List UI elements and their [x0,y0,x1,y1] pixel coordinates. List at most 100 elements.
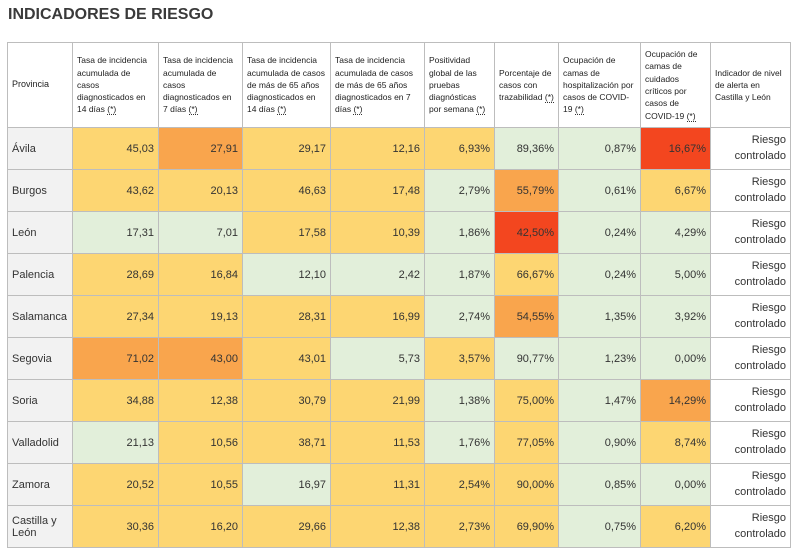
table-body: Ávila 45,03 27,91 29,17 12,16 6,93% 89,36% 0,87… [7,127,791,548]
table-row: Valladolid 21,13 10,56 38,71 11,53 1,76% 77,05… [7,421,791,464]
value-cell: 5,00% [640,253,711,296]
value-cell: 19,13 [158,295,243,338]
value-cell: 90,00% [494,463,559,506]
province-cell: León [7,211,73,254]
value-cell: 89,36% [494,127,559,170]
header-text: Tasa de incidencia acumulada de casos di… [163,55,233,115]
value-cell: 43,62 [72,169,159,212]
header-text: Provincia [12,79,50,90]
value-cell: 28,31 [242,295,331,338]
value-cell: 75,00% [494,379,559,422]
province-cell: Ávila [7,127,73,170]
value-cell: 46,63 [242,169,331,212]
value-cell: 12,38 [330,505,425,548]
header-note[interactable]: (*) [544,92,554,104]
header-text: Tasa de incidencia acumulada de casos di… [77,55,147,115]
value-cell: 2,79% [424,169,495,212]
column-header: Tasa de incidencia acumulada de casos di… [72,42,159,128]
column-header: Indicador de nivel de alerta en Castilla… [710,42,791,128]
value-cell: 20,52 [72,463,159,506]
header-note[interactable]: (*) [574,104,584,116]
value-cell: 66,67% [494,253,559,296]
value-cell: 16,99 [330,295,425,338]
header-text: Positividad global de las pruebas diagnó… [429,55,477,115]
table-row: Ávila 45,03 27,91 29,17 12,16 6,93% 89,36% 0,87… [7,127,791,170]
value-cell: 43,00 [158,337,243,380]
value-cell: 28,69 [72,253,159,296]
value-cell: 0,75% [558,505,641,548]
header-note[interactable]: (*) [107,104,117,116]
value-cell: 12,16 [330,127,425,170]
value-cell: 12,38 [158,379,243,422]
value-cell: 6,93% [424,127,495,170]
column-header: Positividad global de las pruebas diagnó… [424,42,495,128]
indicator-cell: Riesgo controlado [710,379,791,422]
value-cell: 1,38% [424,379,495,422]
value-cell: 1,76% [424,421,495,464]
value-cell: 16,20 [158,505,243,548]
value-cell: 3,57% [424,337,495,380]
value-cell: 12,10 [242,253,331,296]
value-cell: 16,97 [242,463,331,506]
value-cell: 6,20% [640,505,711,548]
table-row: León 17,31 7,01 17,58 10,39 1,86% 42,50% 0,24% 4… [7,211,791,254]
value-cell: 2,73% [424,505,495,548]
province-cell: Salamanca [7,295,73,338]
value-cell: 0,24% [558,253,641,296]
value-cell: 2,42 [330,253,425,296]
value-cell: 90,77% [494,337,559,380]
value-cell: 77,05% [494,421,559,464]
table-row: Salamanca 27,34 19,13 28,31 16,99 2,74% 54,55%… [7,295,791,338]
value-cell: 10,56 [158,421,243,464]
value-cell: 7,01 [158,211,243,254]
value-cell: 30,79 [242,379,331,422]
value-cell: 0,00% [640,337,711,380]
value-cell: 45,03 [72,127,159,170]
province-cell: Palencia [7,253,73,296]
indicator-cell: Riesgo controlado [710,337,791,380]
value-cell: 2,54% [424,463,495,506]
header-text: Indicador de nivel de alerta en Castilla… [715,67,782,103]
column-header: Tasa de incidencia acumulada de casos di… [158,42,243,128]
value-cell: 14,29% [640,379,711,422]
value-cell: 69,90% [494,505,559,548]
header-note[interactable]: (*) [476,104,486,116]
indicator-cell: Riesgo controlado [710,505,791,548]
province-cell: Burgos [7,169,73,212]
value-cell: 0,85% [558,463,641,506]
value-cell: 38,71 [242,421,331,464]
indicator-cell: Riesgo controlado [710,127,791,170]
value-cell: 34,88 [72,379,159,422]
column-header: Tasa de incidencia acumulada de casos de… [242,42,331,128]
value-cell: 1,86% [424,211,495,254]
province-cell: Castilla y León [7,505,73,548]
header-note[interactable]: (*) [188,104,198,116]
table-row: Zamora 20,52 10,55 16,97 11,31 2,54% 90,00% 0,8… [7,463,791,506]
table-row: Burgos 43,62 20,13 46,63 17,48 2,79% 55,79% 0,6… [7,169,791,212]
header-text: Porcentaje de casos con trazabilidad [499,67,552,103]
value-cell: 2,74% [424,295,495,338]
header-note[interactable]: (*) [277,104,287,116]
value-cell: 71,02 [72,337,159,380]
value-cell: 0,87% [558,127,641,170]
table-row: Segovia 71,02 43,00 43,01 5,73 3,57% 90,77% 1,2… [7,337,791,380]
value-cell: 8,74% [640,421,711,464]
indicator-cell: Riesgo controlado [710,463,791,506]
risk-table: Provincia Tasa de incidencia acumulada de… [7,42,791,548]
indicator-cell: Riesgo controlado [710,295,791,338]
value-cell: 11,53 [330,421,425,464]
value-cell: 21,13 [72,421,159,464]
header-note[interactable]: (*) [353,104,363,116]
table-row: Castilla y León 30,36 16,20 29,66 12,38 2,73%… [7,505,791,548]
title: INDICADORES DE RIESGO [8,6,214,23]
province-cell: Zamora [7,463,73,506]
header-text: Tasa de incidencia acumulada de casos de… [247,55,325,115]
value-cell: 27,34 [72,295,159,338]
value-cell: 1,23% [558,337,641,380]
table-row: Soria 34,88 12,38 30,79 21,99 1,38% 75,00% 1,47… [7,379,791,422]
header-note[interactable]: (*) [686,110,696,122]
value-cell: 0,24% [558,211,641,254]
province-cell: Valladolid [7,421,73,464]
value-cell: 0,90% [558,421,641,464]
